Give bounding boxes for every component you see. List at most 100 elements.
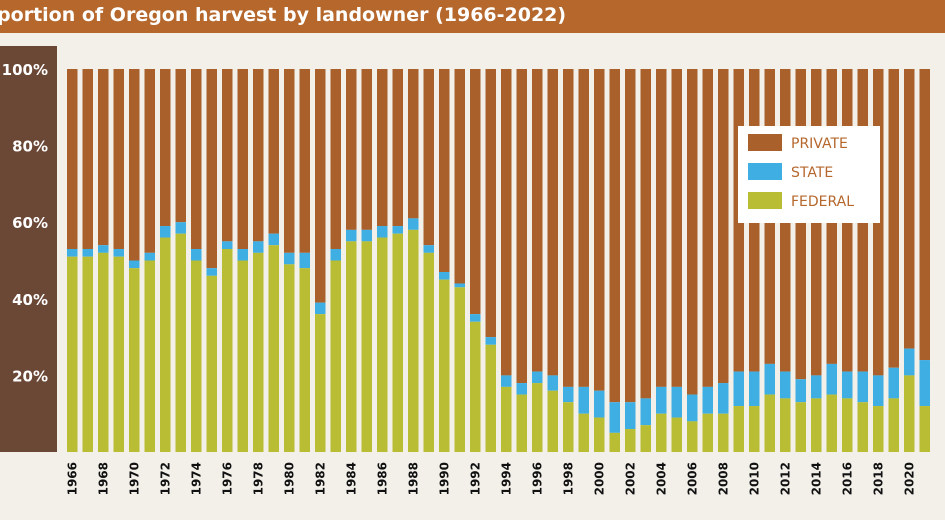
bar-state-1997 — [547, 375, 558, 391]
bar-state-1986 — [377, 226, 388, 238]
bar-state-2008 — [718, 383, 729, 414]
bar-federal-2015 — [826, 394, 837, 452]
bar-state-1968 — [98, 245, 109, 253]
bar-private-1980 — [284, 69, 295, 253]
bar-federal-2017 — [857, 402, 868, 452]
x-tick-label: 1982 — [313, 462, 327, 495]
bar-private-1974 — [191, 69, 202, 250]
bar-federal-2003 — [640, 425, 651, 452]
y-tick-label: 40% — [12, 291, 48, 309]
bar-state-2017 — [857, 371, 868, 403]
bar-federal-1970 — [129, 268, 140, 452]
x-tick-label: 1972 — [158, 462, 172, 495]
bar-state-2005 — [671, 386, 682, 418]
bar-private-1990 — [439, 69, 450, 272]
bar-federal-2021 — [919, 406, 930, 452]
bar-private-1978 — [253, 69, 264, 242]
bar-federal-1967 — [82, 256, 93, 452]
bar-state-2011 — [764, 363, 775, 395]
bar-federal-2013 — [795, 402, 806, 452]
bar-state-1966 — [67, 249, 78, 257]
bar-federal-1984 — [346, 241, 357, 452]
legend-swatch-state — [748, 163, 782, 180]
bar-state-2018 — [873, 375, 884, 407]
x-tick-label: 1970 — [127, 462, 141, 495]
bar-state-2014 — [811, 375, 822, 399]
bar-private-2019 — [888, 69, 899, 368]
bar-private-2021 — [919, 69, 930, 361]
x-tick-label: 1984 — [344, 462, 358, 495]
x-tick-label: 2016 — [840, 462, 854, 495]
bar-federal-2018 — [873, 406, 884, 452]
x-tick-label: 2008 — [716, 462, 730, 495]
bar-private-2007 — [702, 69, 713, 387]
bar-private-1969 — [113, 69, 124, 250]
bar-state-1985 — [361, 229, 372, 242]
bar-federal-2005 — [671, 417, 682, 452]
legend-label-federal: FEDERAL — [791, 194, 854, 210]
bar-federal-2007 — [702, 413, 713, 452]
bar-federal-1998 — [563, 402, 574, 452]
bar-state-2007 — [702, 386, 713, 414]
bar-private-1994 — [501, 69, 512, 376]
bar-state-1971 — [144, 252, 155, 261]
bar-federal-1975 — [206, 275, 217, 452]
x-tick-label: 1996 — [530, 462, 544, 495]
bar-federal-2012 — [780, 398, 791, 452]
bar-federal-1992 — [470, 321, 481, 452]
legend-swatch-federal — [748, 192, 782, 209]
x-tick-label: 2004 — [654, 462, 668, 495]
bar-private-1973 — [175, 69, 186, 223]
bar-state-2015 — [826, 363, 837, 395]
bar-private-2000 — [594, 69, 605, 391]
bar-federal-1969 — [113, 256, 124, 452]
bar-private-1984 — [346, 69, 357, 230]
bar-state-1998 — [563, 386, 574, 403]
bar-federal-1968 — [98, 252, 109, 452]
x-tick-label: 1968 — [96, 462, 110, 495]
bar-private-1988 — [408, 69, 419, 219]
bar-federal-2010 — [749, 406, 760, 452]
bar-federal-2016 — [842, 398, 853, 452]
bar-private-2001 — [609, 69, 620, 403]
bar-federal-2009 — [733, 406, 744, 452]
x-tick-label: 1988 — [406, 462, 420, 495]
bar-state-1988 — [408, 218, 419, 230]
bar-federal-1989 — [423, 252, 434, 452]
bar-federal-1988 — [408, 229, 419, 452]
bar-state-2003 — [640, 398, 651, 426]
bar-state-1992 — [470, 314, 481, 322]
bar-private-1979 — [268, 69, 279, 234]
bar-federal-1973 — [175, 233, 186, 452]
bar-federal-1994 — [501, 386, 512, 452]
bar-private-1996 — [532, 69, 543, 372]
bar-private-1970 — [129, 69, 140, 261]
bar-state-2009 — [733, 371, 744, 407]
bar-state-1994 — [501, 375, 512, 387]
x-tick-labels: 1966 1968 1970 1972 1974 1976 1978 1980 1982 1984… — [65, 462, 916, 495]
bar-private-2006 — [687, 69, 698, 395]
bar-federal-1982 — [315, 314, 326, 452]
bar-state-1982 — [315, 302, 326, 315]
bar-state-1996 — [532, 371, 543, 384]
bar-federal-1974 — [191, 260, 202, 452]
bar-state-2004 — [656, 386, 667, 414]
x-tick-label: 1974 — [189, 462, 203, 495]
bar-private-1972 — [160, 69, 171, 227]
bar-state-1995 — [516, 383, 527, 395]
bar-private-2020 — [904, 69, 915, 349]
bar-federal-1991 — [454, 287, 465, 452]
bar-federal-1983 — [330, 260, 341, 452]
bar-state-1999 — [578, 386, 589, 414]
chart-title: oportion of Oregon harvest by landowner … — [0, 4, 567, 26]
bar-federal-1999 — [578, 413, 589, 452]
x-tick-label: 1992 — [468, 462, 482, 495]
bar-federal-1986 — [377, 237, 388, 452]
bar-state-2013 — [795, 379, 806, 403]
bar-federal-1980 — [284, 264, 295, 452]
bar-federal-1976 — [222, 249, 233, 452]
bar-state-2006 — [687, 394, 698, 422]
bar-federal-2000 — [594, 417, 605, 452]
bar-federal-1971 — [144, 260, 155, 452]
